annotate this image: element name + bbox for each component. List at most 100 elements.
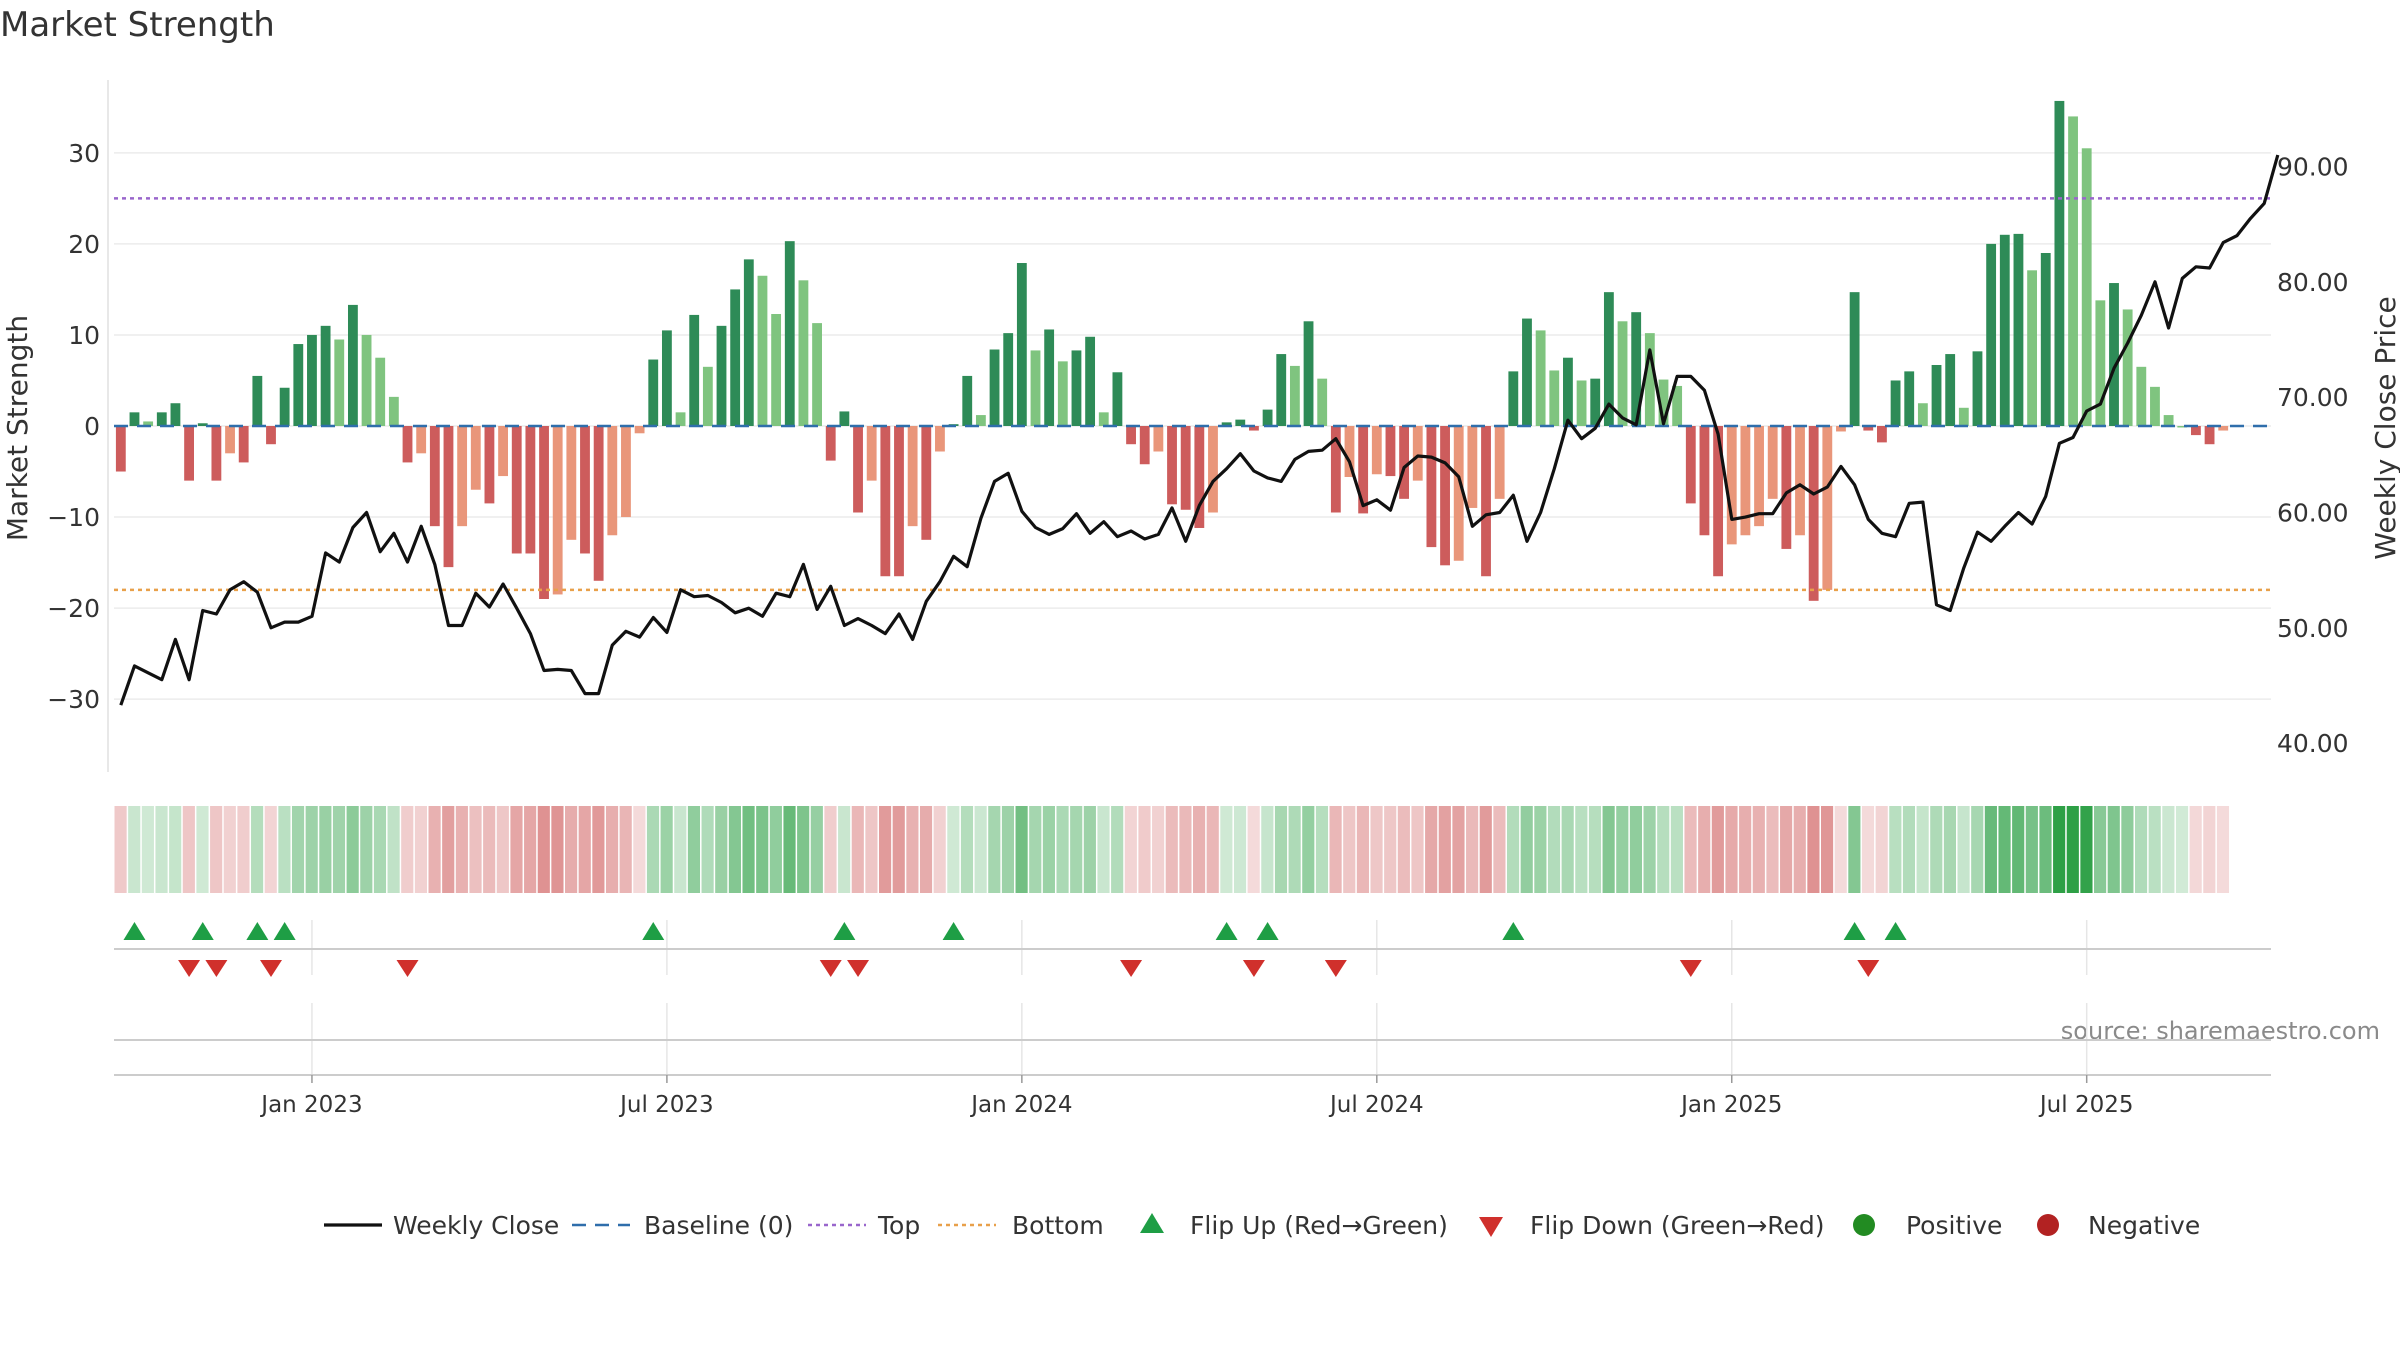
heatstrip-cell (237, 806, 250, 893)
strength-bar (334, 339, 345, 426)
strength-bar (2095, 300, 2106, 426)
strength-bar (211, 426, 222, 481)
legend-bottom-label: Bottom (1012, 1211, 1104, 1240)
flip-up-marker (942, 922, 965, 940)
y-tick-label: −10 (47, 503, 100, 532)
heatstrip-cell (1288, 806, 1301, 893)
heatstrip-cell (1793, 806, 1806, 893)
heatstrip-cell (988, 806, 1001, 893)
heatstrip-cell (810, 806, 823, 893)
strength-bar (1330, 426, 1341, 513)
flip-up-marker (246, 922, 269, 940)
strength-bar (1522, 318, 1532, 426)
heatstrip-cell (128, 806, 141, 893)
strength-bar (443, 426, 454, 568)
strength-bar (743, 259, 754, 426)
heatstrip-cell (1875, 806, 1888, 893)
flip-up-marker (1215, 922, 1238, 940)
y2-axis-label: Weekly Close Price (2369, 296, 2400, 559)
heatstrip-cell (2107, 806, 2120, 893)
heatstrip-cell (1643, 806, 1656, 893)
strength-bar (1139, 426, 1150, 465)
strength-bar (484, 426, 495, 504)
heatstrip-cell (483, 806, 496, 893)
heatstrip-cell (1506, 806, 1520, 893)
strength-bar (839, 411, 850, 426)
strength-bar (2040, 253, 2051, 426)
strength-bar (989, 349, 1000, 426)
heatstrip-cell (1152, 806, 1165, 893)
strength-bar (1945, 354, 1956, 426)
x-tick-label: Jan 2025 (1679, 1092, 1782, 1118)
strength-bar (1399, 426, 1410, 499)
strength-bar (293, 344, 304, 426)
strength-bar (1672, 385, 1683, 426)
strength-bar (156, 412, 167, 426)
heatstrip-cell (2189, 806, 2202, 893)
heatstrip-cell (1588, 806, 1602, 893)
strength-bar (1590, 378, 1601, 426)
strength-bar (757, 275, 768, 426)
heatstrip-cell (824, 806, 837, 893)
heatstrip-cell (141, 806, 154, 893)
strength-bar (184, 426, 195, 481)
flip-down-marker (1324, 960, 1347, 977)
heatstrip-cell (578, 806, 591, 893)
heatstrip-cell (1684, 806, 1697, 893)
strength-bar (416, 426, 427, 454)
strength-bar (320, 325, 331, 426)
legend-flip-up-label: Flip Up (Red→Green) (1190, 1211, 1448, 1240)
heatstrip-cell (1179, 806, 1192, 893)
strength-bar (1699, 426, 1710, 536)
strength-bar (2150, 386, 2160, 426)
legend: Weekly Close Baseline (0) Top Bottom Flip Up… (324, 1211, 2200, 1240)
strength-bar (1153, 426, 1164, 452)
heatstrip-cell (592, 806, 605, 893)
strength-bar (1221, 422, 1232, 426)
heatstrip-cell (1547, 806, 1561, 893)
strength-bar (2122, 309, 2133, 426)
strength-bar (266, 426, 276, 445)
strength-bar (798, 280, 809, 426)
strength-bar (347, 304, 358, 426)
heatstrip-cell (1261, 806, 1274, 893)
flip-up-marker (1256, 922, 1279, 940)
x-tick-label: Jul 2025 (2038, 1092, 2134, 1118)
strength-bar (866, 426, 877, 481)
heatstrip-cell (1575, 806, 1588, 893)
strength-bar (1003, 333, 1014, 426)
strength-bar (361, 334, 372, 426)
strength-bar (880, 426, 891, 577)
strength-bar (1877, 426, 1887, 443)
strength-bar (1126, 426, 1136, 445)
heatstrip-cell (1452, 806, 1465, 893)
strength-bar (716, 325, 727, 426)
x-tick-label: Jul 2023 (618, 1092, 714, 1118)
strength-bar (1808, 426, 1819, 601)
heatstrip-cell (251, 806, 264, 893)
strength-bar (1508, 371, 1519, 426)
y-tick-label: 20 (68, 230, 100, 259)
heatstrip-cell (223, 806, 236, 893)
heatstrip-cell (210, 806, 223, 893)
strength-bar (1194, 426, 1205, 528)
heatstrip-cell (879, 806, 892, 893)
heatstrip-cell (469, 806, 482, 893)
heatstrip-cell (660, 806, 673, 893)
flip-up-marker (1843, 922, 1866, 940)
heatstrip-cell (565, 806, 578, 893)
strength-bar (1795, 426, 1805, 536)
flip-up-marker (273, 922, 296, 940)
strength-bar (1658, 379, 1669, 426)
strength-bar (1030, 350, 1041, 426)
legend-positive-label: Positive (1906, 1211, 2002, 1240)
legend-negative-swatch (2037, 1214, 2059, 1236)
flip-up-marker (1502, 922, 1525, 940)
heatstrip-cell (674, 806, 687, 893)
heatstrip-cell (2012, 806, 2025, 893)
x-tick-label: Jul 2024 (1328, 1092, 1424, 1118)
heatstrip-cell (1930, 806, 1943, 893)
heatstrip-cell (114, 806, 127, 893)
strength-bar (935, 426, 945, 452)
strength-bar (1358, 426, 1369, 514)
